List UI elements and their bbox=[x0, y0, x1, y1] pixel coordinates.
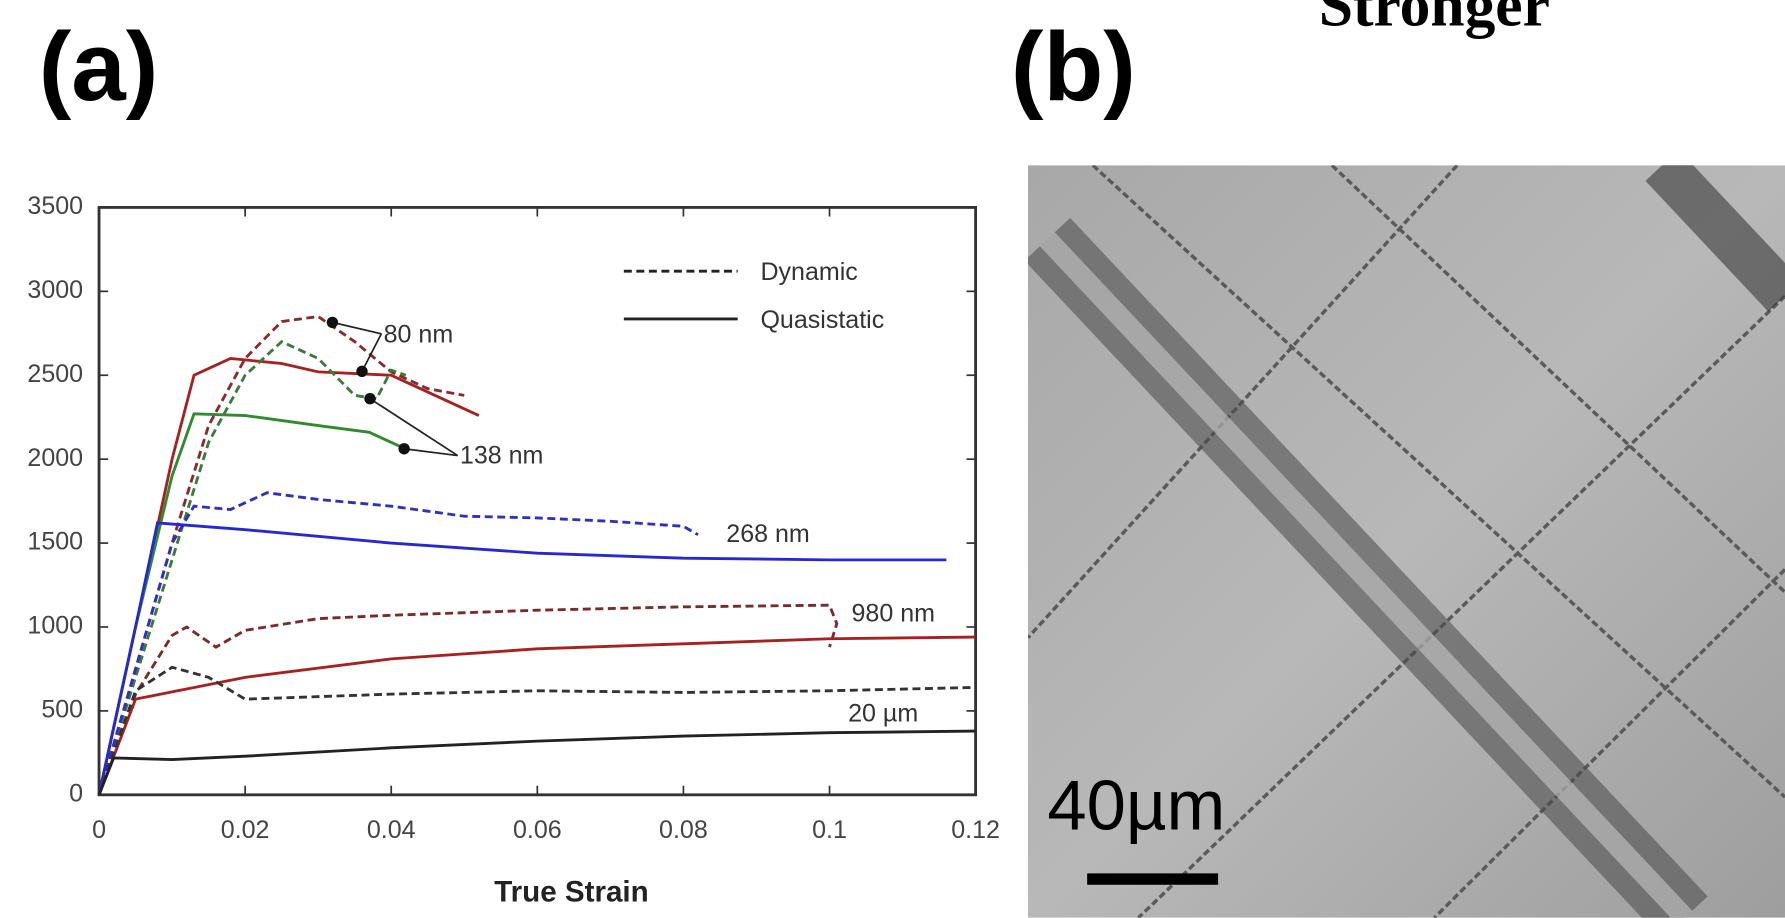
y-tick-label: 2000 bbox=[27, 444, 83, 472]
series-label: 138 nm bbox=[460, 441, 544, 469]
x-tick-label: 0.06 bbox=[513, 816, 562, 844]
plot: 0 500 1000 1500 2000 2500 3000 3500 0 0.02 0.04 0.0… bbox=[27, 192, 1000, 909]
y-tick-label: 1000 bbox=[27, 612, 83, 640]
line-series bbox=[99, 342, 406, 795]
plot-frame bbox=[99, 207, 976, 794]
line-series bbox=[99, 731, 976, 795]
arrow-head bbox=[398, 443, 409, 454]
top-text: Stronger bbox=[1319, 0, 1550, 40]
series-label: 20 µm bbox=[848, 700, 918, 728]
arrow-head bbox=[356, 366, 367, 377]
page: {"panel_a_label": "(a)", "panel_b_label"… bbox=[0, 0, 1785, 918]
x-tick-label: 0.12 bbox=[951, 816, 1000, 844]
line-series bbox=[99, 358, 479, 794]
line-series bbox=[99, 667, 976, 795]
line-series bbox=[99, 605, 837, 795]
panel-label: (a) bbox=[39, 11, 159, 121]
y-tick-label: 3000 bbox=[27, 276, 83, 304]
legend-label: Dynamic bbox=[760, 258, 857, 286]
callout-arrow bbox=[362, 334, 381, 372]
x-tick-label: 0.04 bbox=[367, 816, 416, 844]
x-tick-label: 0.02 bbox=[221, 816, 270, 844]
arrow-head bbox=[327, 317, 338, 328]
scale-bar bbox=[1087, 873, 1218, 884]
y-tick-label: 500 bbox=[41, 696, 83, 724]
line-series bbox=[99, 637, 976, 795]
y-tick-label: 3500 bbox=[27, 192, 83, 220]
callout-arrow bbox=[370, 399, 458, 456]
series-label: 268 nm bbox=[726, 520, 810, 548]
figure: (a) (b) Stronger 40µm 0 500 1000 1500 2000 25… bbox=[0, 0, 1785, 918]
x-tick-label: 0.1 bbox=[812, 816, 847, 844]
y-tick-label: 2500 bbox=[27, 360, 83, 388]
y-tick-label: 1500 bbox=[27, 528, 83, 556]
line-series bbox=[99, 523, 946, 795]
series-label: 80 nm bbox=[384, 321, 454, 349]
arrow-head bbox=[364, 393, 375, 404]
x-tick-label: 0 bbox=[92, 816, 106, 844]
y-tick-label: 0 bbox=[69, 779, 83, 807]
line-series bbox=[99, 414, 406, 795]
scale-bar-label: 40µm bbox=[1047, 765, 1225, 844]
x-tick-label: 0.08 bbox=[659, 816, 708, 844]
x-axis-label: True Strain bbox=[494, 876, 649, 909]
panel-label: (b) bbox=[1011, 11, 1136, 121]
series-label: 980 nm bbox=[852, 600, 935, 628]
legend-label: Quasistatic bbox=[760, 306, 884, 334]
line-series bbox=[99, 493, 698, 795]
